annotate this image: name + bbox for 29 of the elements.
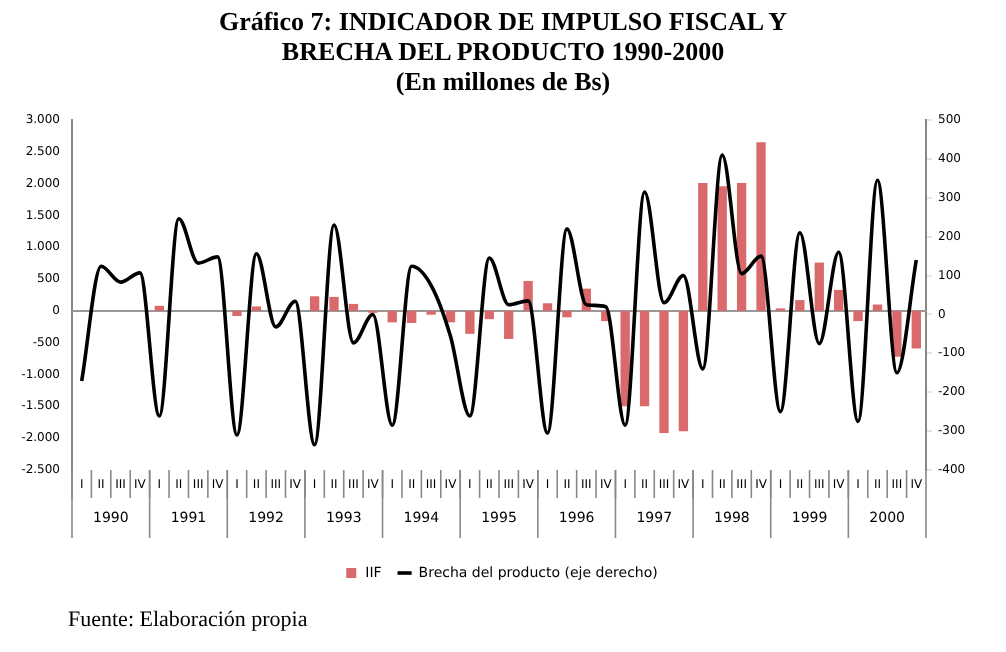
bar — [504, 310, 514, 339]
bar — [698, 183, 708, 311]
bar — [154, 305, 164, 311]
bar — [678, 310, 689, 432]
bar — [348, 303, 359, 311]
chart-title: Gráfico 7: INDICADOR DE IMPULSO FISCAL Y BRECHA DEL PRODUCTO 1990-2000 — [216, 6, 790, 66]
bar — [329, 296, 339, 311]
bar — [407, 310, 417, 323]
bar — [795, 300, 805, 311]
bar — [911, 310, 921, 349]
bar — [853, 310, 863, 322]
bar — [484, 310, 494, 320]
bar — [562, 310, 572, 318]
bar — [872, 304, 883, 311]
bar — [736, 183, 747, 311]
source-note: Fuente: Elaboración propia — [68, 608, 308, 632]
bar — [232, 310, 242, 316]
line-series — [79, 153, 919, 447]
bar — [756, 142, 766, 311]
chart-subtitle: (En millones de Bs) — [393, 66, 613, 96]
bar — [309, 296, 320, 311]
bar — [717, 186, 727, 311]
bar — [814, 262, 824, 311]
bar — [834, 289, 844, 311]
bar — [659, 310, 669, 434]
bar — [639, 310, 650, 407]
bar — [387, 310, 397, 323]
bar — [542, 303, 553, 311]
bar — [465, 310, 475, 334]
